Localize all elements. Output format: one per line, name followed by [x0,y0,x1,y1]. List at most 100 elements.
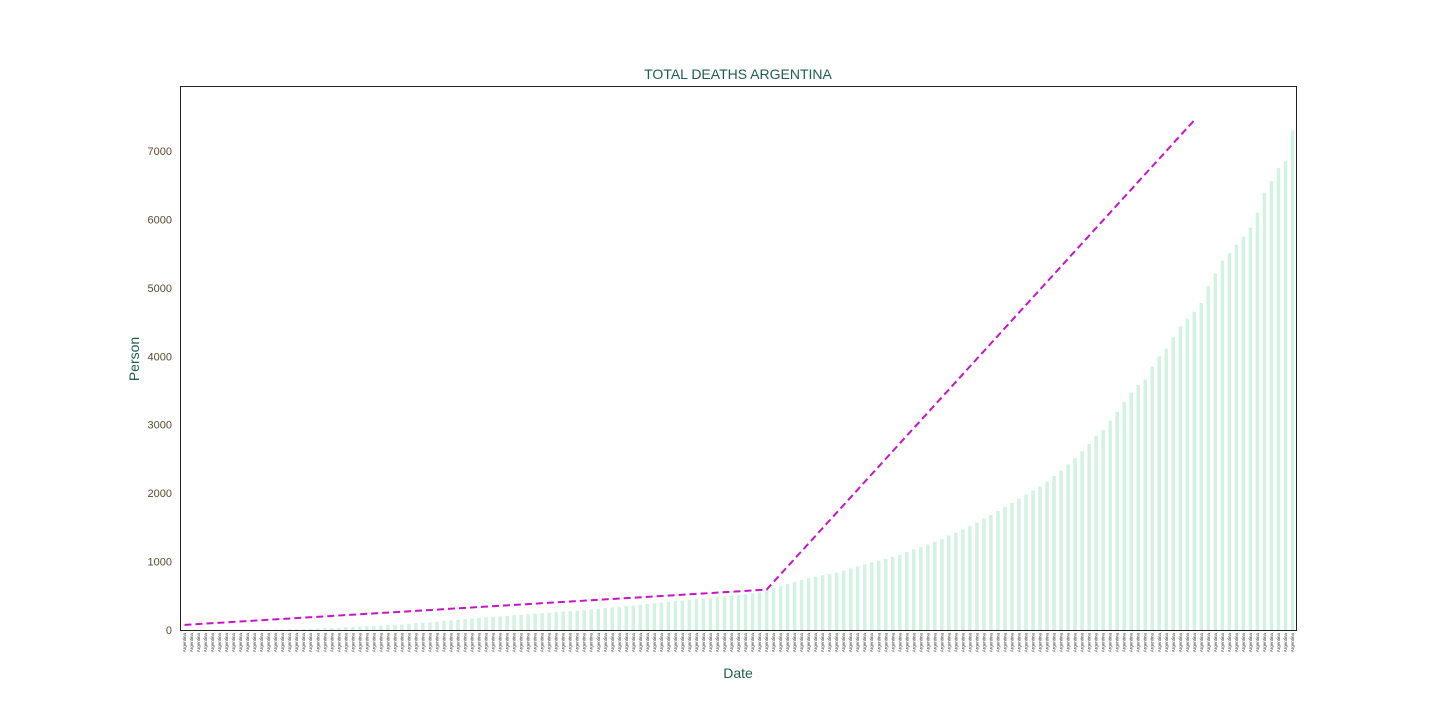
bar-112 [968,526,972,630]
x-tick-label: Argentina [273,633,278,653]
x-tick-label: Argentina [1080,633,1085,653]
bar-81 [751,593,755,630]
x-tick-label: Argentina [827,633,832,653]
x-tick-label: Argentina [736,633,741,653]
bar-116 [996,511,1000,630]
x-tick-label: Argentina [329,633,334,653]
trend-layer [185,120,1195,625]
x-tick-label: Argentina [1031,633,1036,653]
x-tick-label: Argentina [638,633,643,653]
x-tick-label: Argentina [1199,633,1204,653]
x-tick-label: Argentina [245,633,250,653]
bar-99 [877,561,881,630]
y-tick-label: 7000 [148,146,172,158]
x-tick-label: Argentina [932,633,937,653]
bar-106 [926,544,930,630]
x-tick-label: Argentina [350,633,355,653]
bar-35 [428,622,432,630]
bar-147 [1214,273,1218,630]
x-tick-label: Argentina [1094,633,1099,653]
bar-32 [407,624,411,630]
x-tick-label: Argentina [715,633,720,653]
bar-41 [470,619,474,630]
bar-143 [1186,319,1190,630]
x-tick-label: Argentina [855,633,860,653]
bar-45 [498,616,502,630]
x-tick-label: Argentina [540,633,545,653]
x-tick-label: Argentina [876,633,881,653]
bar-65 [639,605,643,630]
bar-122 [1038,486,1042,630]
x-tick-label: Argentina [624,633,629,653]
x-tick-label: Argentina [1052,633,1057,653]
bar-130 [1094,436,1098,630]
bar-72 [688,600,692,630]
bar-132 [1108,421,1112,630]
bar-127 [1073,458,1077,630]
bar-69 [667,602,671,630]
bar-16 [295,629,299,630]
bar-98 [870,562,874,630]
bar-24 [351,627,355,630]
bar-83 [765,590,769,630]
bar-29 [386,625,390,630]
bar-128 [1080,451,1084,630]
bar-101 [891,557,895,630]
bar-55 [568,611,572,630]
x-tick-label: Argentina [960,633,965,653]
x-tick-label: Argentina [1143,633,1148,653]
x-tick-label: Argentina [792,633,797,653]
bar-95 [849,568,853,630]
x-tick-label: Argentina [946,633,951,653]
x-tick-label: Argentina [561,633,566,653]
x-tick-label: Argentina [512,633,517,653]
bar-15 [288,629,292,630]
bar-56 [575,611,579,630]
bar-94 [842,570,846,630]
bar-88 [800,580,804,630]
x-tick-label: Argentina [1206,633,1211,653]
bar-153 [1256,213,1260,630]
bar-155 [1270,181,1274,630]
bar-120 [1024,495,1028,630]
bar-39 [456,620,460,630]
bar-125 [1059,471,1063,630]
x-tick-label: Argentina [1115,633,1120,653]
x-tick-label: Argentina [280,633,285,653]
bar-86 [786,584,790,630]
bar-91 [821,575,825,630]
bar-62 [618,607,622,630]
bar-27 [372,626,376,630]
bar-58 [589,609,593,630]
bar-80 [744,594,748,630]
x-tick-label: Argentina [708,633,713,653]
bar-90 [814,577,818,630]
x-tick-label: Argentina [533,633,538,653]
x-tick-label: Argentina [1002,633,1007,653]
x-tick-label: Argentina [1059,633,1064,653]
x-tick-label: Argentina [308,633,313,653]
y-tick-label: 2000 [148,488,172,500]
x-tick-label: Argentina [547,633,552,653]
x-tick-label: Argentina [484,633,489,653]
bar-67 [653,603,657,630]
bar-129 [1087,444,1091,630]
x-tick-label: Argentina [722,633,727,653]
x-tick-label: Argentina [659,633,664,653]
bar-139 [1158,356,1162,630]
bar-87 [793,582,797,630]
y-axis-label: Person [126,337,142,381]
x-tick-label: Argentina [434,633,439,653]
bar-26 [365,626,369,630]
x-tick-label: Argentina [680,633,685,653]
bar-131 [1101,430,1105,630]
x-tick-label: Argentina [1192,633,1197,653]
bar-151 [1242,237,1246,630]
x-tick-label: Argentina [526,633,531,653]
x-tick-label: Argentina [554,633,559,653]
bar-22 [337,628,341,630]
bar-19 [316,629,320,630]
bar-63 [625,606,629,630]
